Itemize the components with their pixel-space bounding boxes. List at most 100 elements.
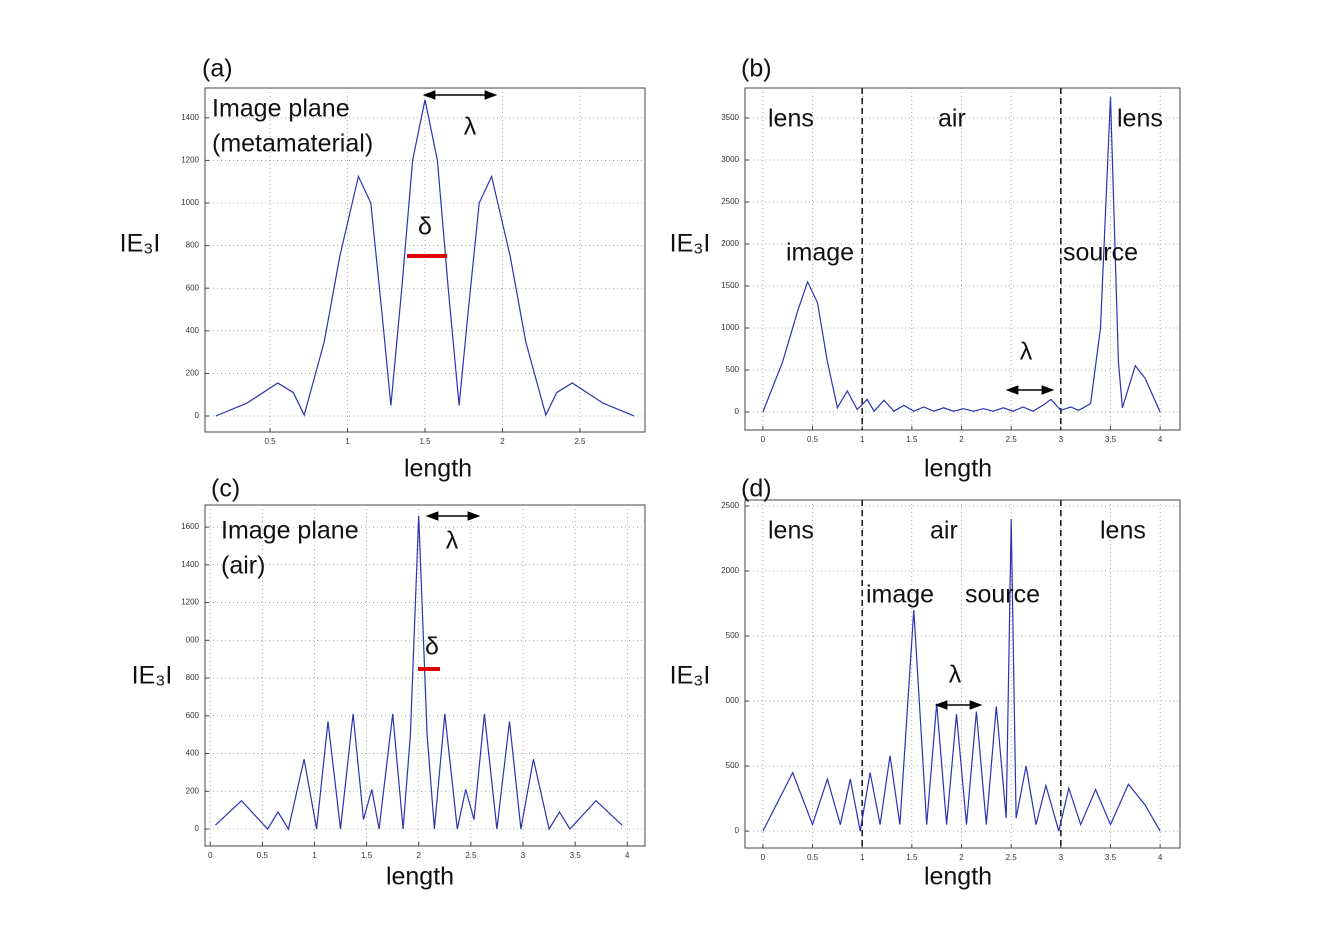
panel: 0 0.5 1 1.5 2 2.5 3 3.5 4 0 200 400 600 800 000 1200 140…	[132, 475, 646, 891]
panel: 0.5 1 1.5 2 2.5 0 200 400 600 800 1000 1200 1400 (a) l…	[120, 55, 646, 483]
annotation: Image plane	[221, 517, 359, 545]
annotation: lens	[768, 105, 814, 133]
x-axis-label: length	[924, 455, 992, 483]
y-tick-label: 2500	[721, 197, 739, 206]
annotation: source	[1063, 239, 1138, 267]
x-tick-label: 1	[860, 435, 865, 444]
x-tick-label: 3.5	[1105, 853, 1117, 862]
y-tick-label: 400	[186, 326, 200, 335]
y-tick-label: 0	[195, 824, 200, 833]
y-tick-label: 0	[195, 411, 200, 420]
panel-label: (b)	[741, 55, 772, 83]
x-tick-label: 2	[417, 851, 422, 860]
x-tick-label: 0.5	[807, 435, 819, 444]
annotation: λ	[446, 527, 459, 555]
annotation: air	[938, 105, 966, 133]
x-tick-label: 2	[500, 437, 505, 446]
x-tick-label: 3	[1059, 435, 1064, 444]
panel-label: (a)	[202, 55, 233, 83]
x-tick-label: 4	[1158, 853, 1163, 862]
y-tick-label: 800	[186, 241, 200, 250]
y-tick-label: 0	[735, 826, 740, 835]
annotation: lens	[1117, 105, 1163, 133]
annotation: image	[866, 581, 934, 609]
y-tick-label: 0	[735, 407, 740, 416]
y-axis-label: IE₃I	[132, 662, 173, 690]
x-tick-label: 0.5	[265, 437, 277, 446]
annotation: air	[930, 517, 958, 545]
y-tick-label: 600	[186, 283, 200, 292]
y-axis-label: IE₃I	[670, 230, 711, 258]
y-tick-label: 500	[726, 761, 740, 770]
x-tick-label: 0.5	[257, 851, 269, 860]
x-tick-label: 0	[761, 435, 766, 444]
panel: 0 0.5 1 1.5 2 2.5 3 3.5 4 0 500 1000 1500 2000 2500 300…	[670, 55, 1181, 483]
y-tick-label: 3500	[721, 113, 739, 122]
intensity-line	[214, 515, 623, 831]
y-axis-label: IE₃I	[670, 662, 711, 690]
y-tick-label: 1000	[181, 198, 199, 207]
annotation: (air)	[221, 552, 265, 580]
panel: 0 0.5 1 1.5 2 2.5 3 3.5 4 0 500 000 500 2000 2500(d) le…	[670, 475, 1181, 891]
y-tick-label: 000	[186, 635, 200, 644]
x-tick-label: 3.5	[570, 851, 582, 860]
y-tick-label: 1200	[181, 598, 199, 607]
plot-area	[744, 499, 1181, 849]
y-tick-label: 1600	[181, 522, 199, 531]
panel-label: (d)	[741, 475, 772, 503]
y-tick-label: 200	[186, 369, 200, 378]
x-tick-label: 3	[1059, 853, 1064, 862]
x-tick-label: 2.5	[1006, 435, 1018, 444]
x-tick-label: 2	[959, 853, 964, 862]
y-tick-label: 2000	[721, 566, 739, 575]
y-tick-label: 500	[726, 365, 740, 374]
x-tick-label: 2.5	[574, 437, 586, 446]
y-axis-label: IE₃I	[120, 230, 161, 258]
y-tick-label: 1500	[721, 281, 739, 290]
plot-area	[744, 87, 1181, 431]
x-tick-label: 1.5	[361, 851, 373, 860]
x-tick-label: 1	[345, 437, 350, 446]
annotation: λ	[1020, 338, 1033, 366]
x-axis-label: length	[386, 863, 454, 891]
x-tick-label: 1	[312, 851, 317, 860]
y-tick-label: 3000	[721, 155, 739, 164]
x-tick-label: 0	[208, 851, 213, 860]
y-tick-label: 1000	[721, 323, 739, 332]
annotation: Image plane	[212, 95, 350, 123]
annotation: λ	[464, 113, 477, 141]
x-tick-label: 1	[860, 853, 865, 862]
intensity-line	[762, 96, 1161, 413]
y-tick-label: 000	[726, 696, 740, 705]
y-tick-label: 600	[186, 711, 200, 720]
annotation: (metamaterial)	[212, 130, 373, 158]
intensity-line	[762, 518, 1161, 832]
y-tick-label: 1200	[181, 156, 199, 165]
x-tick-label: 3	[521, 851, 526, 860]
x-tick-label: 3.5	[1105, 435, 1117, 444]
y-tick-label: 2000	[721, 239, 739, 248]
y-tick-label: 400	[186, 749, 200, 758]
annotation: lens	[1100, 517, 1146, 545]
annotation: image	[786, 239, 854, 267]
x-tick-label: 4	[625, 851, 630, 860]
x-tick-label: 0.5	[807, 853, 819, 862]
y-tick-label: 800	[186, 673, 200, 682]
annotation: source	[965, 581, 1040, 609]
annotation: δ	[418, 213, 432, 241]
annotation: lens	[768, 517, 814, 545]
x-tick-label: 2.5	[1006, 853, 1018, 862]
x-tick-label: 2	[959, 435, 964, 444]
y-tick-label: 2500	[721, 501, 739, 510]
y-tick-label: 500	[726, 631, 740, 640]
panel-label: (c)	[211, 475, 240, 503]
x-tick-label: 1.5	[906, 435, 918, 444]
x-tick-label: 1.5	[419, 437, 431, 446]
x-tick-label: 2.5	[465, 851, 477, 860]
x-tick-label: 0	[761, 853, 766, 862]
annotation: λ	[949, 661, 962, 689]
y-tick-label: 200	[186, 786, 200, 795]
x-tick-label: 1.5	[906, 853, 918, 862]
